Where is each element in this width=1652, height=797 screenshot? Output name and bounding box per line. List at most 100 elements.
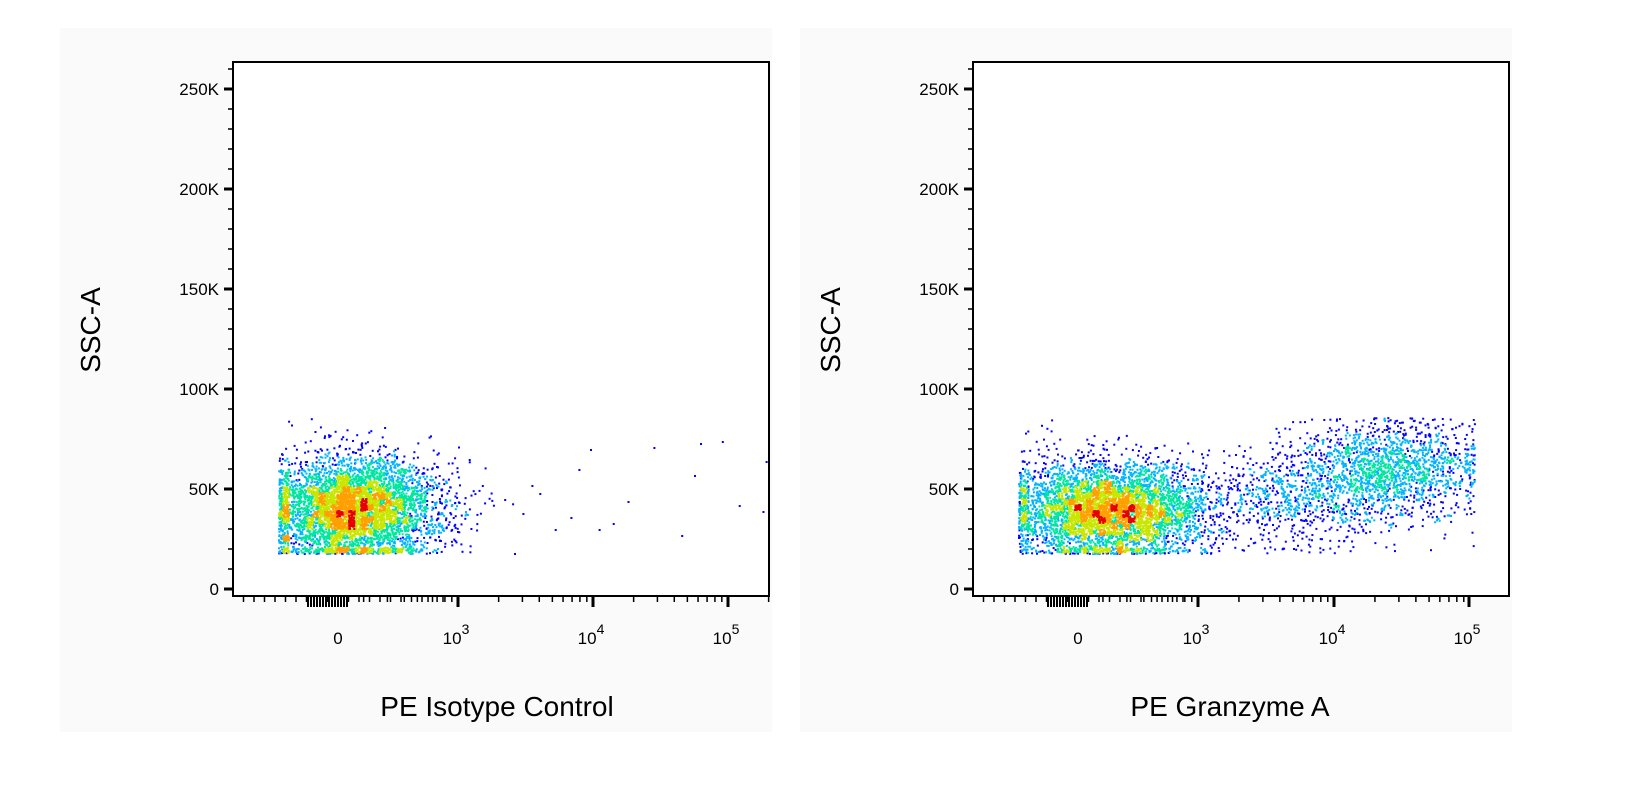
event-dot — [347, 472, 349, 475]
event-dot — [287, 551, 290, 554]
event-dot — [297, 548, 300, 551]
event-dot — [308, 503, 311, 506]
event-dot — [336, 478, 339, 480]
event-dot — [319, 511, 322, 514]
event-dot — [372, 516, 374, 519]
event-dot — [352, 486, 355, 489]
event-dot — [309, 530, 312, 533]
event-dot — [280, 489, 283, 492]
event-dot — [373, 507, 376, 510]
event-dot — [311, 465, 314, 467]
event-dot — [386, 495, 388, 498]
event-dot — [293, 470, 296, 473]
event-dot — [335, 486, 338, 489]
event-dot — [338, 537, 341, 540]
event-dot — [281, 521, 284, 524]
event-dot — [368, 500, 371, 503]
event-dot — [361, 478, 364, 481]
event-dot — [280, 504, 283, 507]
event-dot — [394, 552, 397, 555]
event-dot — [415, 490, 418, 493]
event-dot — [278, 515, 281, 518]
event-dot — [284, 475, 286, 477]
event-dot — [352, 505, 355, 508]
event-dot — [331, 538, 334, 541]
event-dot — [326, 448, 329, 451]
event-dot — [364, 491, 367, 494]
event-dot — [316, 539, 319, 542]
event-dot — [374, 467, 377, 470]
event-dot — [401, 505, 404, 508]
event-dot — [422, 472, 425, 474]
event-dot — [309, 514, 312, 517]
event-dot — [404, 472, 407, 475]
event-dot — [398, 484, 401, 486]
event-dot — [299, 482, 301, 485]
event-dot — [284, 527, 287, 530]
event-dot — [446, 500, 448, 503]
event-dot — [346, 530, 349, 533]
event-dot — [326, 532, 329, 535]
event-dot — [332, 503, 335, 505]
event-dot — [442, 529, 445, 532]
event-dot — [438, 498, 441, 500]
event-dot — [398, 550, 401, 553]
event-dot — [375, 499, 378, 502]
event-dot — [425, 485, 428, 488]
event-dot — [379, 511, 382, 514]
event-dot — [372, 512, 375, 515]
event-dot — [318, 523, 321, 526]
event-dot — [380, 490, 383, 493]
event-dot — [311, 514, 314, 517]
event-dot — [364, 476, 367, 479]
event-dot — [368, 530, 371, 533]
event-dot — [375, 551, 378, 554]
event-dot — [364, 543, 367, 546]
event-dot — [307, 450, 310, 453]
event-dot — [310, 498, 313, 501]
event-dot — [411, 482, 414, 485]
event-dot — [351, 540, 354, 543]
event-dot — [333, 493, 336, 496]
event-dot — [373, 514, 376, 517]
event-dot — [339, 505, 342, 508]
event-dot — [375, 530, 378, 533]
event-dot — [292, 522, 295, 525]
event-dot — [316, 521, 319, 524]
event-dot — [339, 526, 342, 528]
event-dot — [393, 527, 395, 530]
event-dot — [360, 542, 362, 545]
event-dot — [341, 524, 344, 527]
event-dot — [306, 483, 308, 486]
event-dot — [352, 451, 354, 454]
event-dot — [318, 525, 321, 527]
event-dot — [407, 526, 410, 529]
event-dot — [328, 511, 331, 514]
event-dot — [350, 486, 353, 489]
event-dot — [334, 485, 337, 488]
event-dot — [350, 551, 353, 554]
event-dot — [347, 523, 350, 526]
event-dot — [590, 449, 592, 451]
event-dot — [364, 512, 367, 515]
event-dot — [372, 522, 375, 525]
event-dot — [410, 505, 412, 508]
event-dot — [393, 524, 396, 527]
event-dot — [297, 509, 300, 512]
event-dot — [346, 552, 349, 555]
event-dot — [295, 525, 297, 528]
event-dot — [338, 534, 341, 537]
event-dot — [361, 527, 364, 530]
event-dot — [315, 461, 318, 464]
event-dot — [367, 499, 370, 502]
event-dot — [385, 509, 388, 512]
event-dot — [395, 487, 398, 490]
event-dot — [406, 523, 409, 526]
event-dot — [333, 497, 336, 500]
event-dot — [320, 499, 323, 502]
event-dot — [349, 492, 352, 495]
event-dot — [285, 508, 288, 511]
event-dot — [279, 550, 282, 553]
event-dot — [282, 482, 285, 485]
event-dot — [352, 507, 355, 510]
